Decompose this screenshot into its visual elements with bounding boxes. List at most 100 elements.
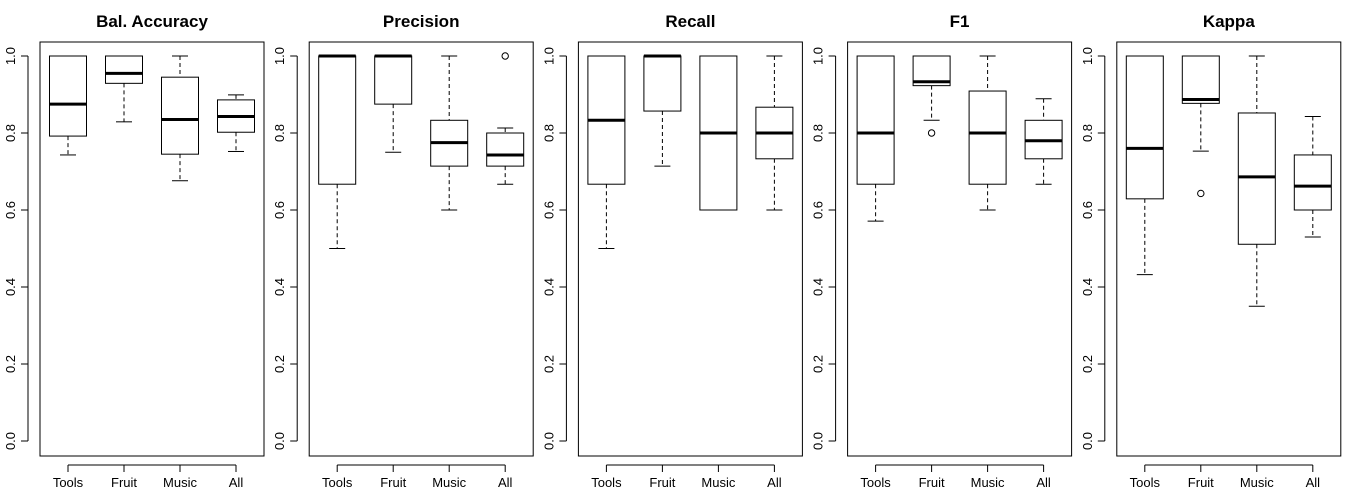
y-tick-label: 0.4 [3, 278, 18, 296]
y-tick-label: 0.2 [541, 355, 556, 373]
plot-frame [39, 41, 265, 457]
x-tick-label: All [1306, 475, 1321, 490]
box-all [1293, 115, 1332, 238]
x-tick-label: Fruit [111, 475, 137, 490]
x-tick-label: Tools [1130, 475, 1161, 490]
y-tick-label: 1.0 [541, 47, 556, 65]
box-all [1024, 98, 1063, 185]
box-iqr [1125, 55, 1164, 200]
box-iqr [856, 55, 895, 185]
panel-title: Kappa [1203, 12, 1256, 31]
y-tick-label: 1.0 [811, 47, 826, 65]
y-tick-label: 0.6 [1080, 201, 1095, 219]
box-fruit [1181, 55, 1220, 198]
y-tick-label: 0.4 [1080, 278, 1095, 296]
y-tick-label: 0.4 [272, 278, 287, 296]
x-tick-label: Tools [53, 475, 84, 490]
plot-frame [577, 41, 803, 457]
x-tick-label: Tools [591, 475, 622, 490]
x-tick-label: All [1036, 475, 1051, 490]
chart-panel-1: Precision 0.0 0.2 0.4 0.6 0.8 1.0 Tools Fruit Mus… [272, 12, 534, 490]
y-tick-label: 0.6 [541, 201, 556, 219]
plot-frame [1116, 41, 1342, 457]
box-music [430, 55, 469, 211]
y-tick-label: 0.0 [272, 432, 287, 450]
x-tick-label: All [498, 475, 513, 490]
y-tick-label: 1.0 [272, 47, 287, 65]
box-fruit [912, 55, 951, 137]
plot-frame [308, 41, 534, 457]
box-iqr [912, 55, 951, 87]
y-tick-label: 0.8 [541, 124, 556, 142]
box-fruit [374, 54, 413, 153]
x-tick-label: Fruit [1188, 475, 1214, 490]
panel-title: Precision [383, 12, 460, 31]
box-music [161, 55, 199, 182]
x-tick-label: All [767, 475, 782, 490]
y-tick-label: 1.0 [1080, 47, 1095, 65]
y-tick-label: 0.0 [1080, 432, 1095, 450]
box-iqr [374, 55, 413, 105]
box-tools [49, 55, 87, 156]
outlier-point [501, 52, 509, 60]
chart-panel-2: Recall 0.0 0.2 0.4 0.6 0.8 1.0 Tools Fruit Music A… [541, 12, 803, 490]
box-all [217, 94, 255, 152]
outlier-point [927, 129, 936, 137]
y-tick-label: 0.0 [541, 432, 556, 450]
box-iqr [318, 55, 357, 185]
x-tick-label: All [229, 475, 244, 490]
x-tick-label: Music [432, 475, 466, 490]
box-iqr [486, 132, 525, 167]
box-tools [856, 55, 895, 222]
y-tick-label: 0.8 [1080, 124, 1095, 142]
y-tick-label: 0.2 [1080, 355, 1095, 373]
y-tick-label: 0.0 [811, 432, 826, 450]
y-tick-label: 0.8 [3, 124, 18, 142]
x-tick-label: Tools [322, 475, 353, 490]
box-iqr [105, 55, 143, 84]
x-tick-label: Music [701, 475, 735, 490]
panel-title: Recall [665, 12, 715, 31]
box-tools [1125, 55, 1164, 276]
x-tick-label: Music [971, 475, 1005, 490]
chart-panel-0: Bal. Accuracy 0.0 0.2 0.4 0.6 0.8 1.0 Tools Frui… [3, 12, 265, 490]
y-tick-label: 0.2 [272, 355, 287, 373]
plot-frame [847, 41, 1073, 457]
box-iqr [968, 90, 1007, 185]
box-tools [587, 55, 626, 249]
chart-panel-4: Kappa 0.0 0.2 0.4 0.6 0.8 1.0 Tools Fruit Music Al… [1080, 12, 1342, 490]
box-music [1237, 55, 1276, 307]
box-iqr [161, 76, 199, 155]
box-tools [318, 54, 357, 249]
y-tick-label: 0.8 [811, 124, 826, 142]
box-fruit [643, 54, 682, 167]
y-tick-label: 0.2 [811, 355, 826, 373]
panel-title: F1 [950, 12, 970, 31]
box-iqr [1181, 55, 1220, 104]
box-iqr [49, 55, 87, 137]
x-tick-label: Music [163, 475, 197, 490]
y-tick-label: 0.4 [541, 278, 556, 296]
outlier-point [1197, 189, 1205, 198]
x-tick-label: Music [1240, 475, 1274, 490]
box-iqr [643, 55, 682, 112]
x-tick-label: Tools [860, 475, 891, 490]
y-tick-label: 0.2 [3, 355, 18, 373]
box-music [968, 55, 1007, 211]
box-fruit [105, 55, 143, 123]
box-iqr [1237, 112, 1276, 245]
box-all [755, 55, 794, 211]
x-tick-label: Fruit [919, 475, 945, 490]
x-tick-label: Fruit [380, 475, 406, 490]
y-tick-label: 0.0 [3, 432, 18, 450]
box-all [486, 52, 525, 185]
y-tick-label: 0.6 [3, 201, 18, 219]
panel-title: Bal. Accuracy [96, 12, 208, 31]
y-tick-label: 0.8 [272, 124, 287, 142]
x-tick-label: Fruit [649, 475, 675, 490]
y-tick-label: 0.6 [272, 201, 287, 219]
box-music [699, 55, 738, 211]
chart-panel-3: F1 0.0 0.2 0.4 0.6 0.8 1.0 Tools Fruit Music All [811, 12, 1073, 490]
y-tick-label: 1.0 [3, 47, 18, 65]
